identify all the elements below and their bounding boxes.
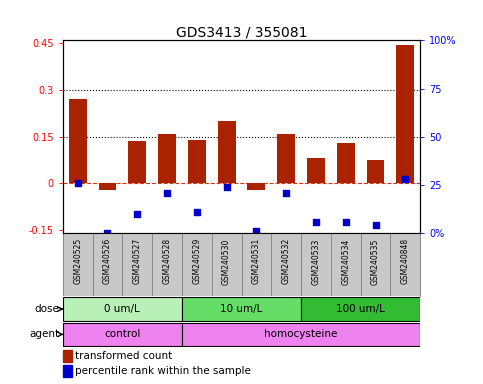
Text: GSM240527: GSM240527: [133, 238, 142, 285]
Text: GSM240526: GSM240526: [103, 238, 112, 285]
Bar: [307, 159, 325, 184]
Bar: [128, 141, 146, 184]
Text: percentile rank within the sample: percentile rank within the sample: [75, 366, 251, 376]
Text: GSM240848: GSM240848: [401, 238, 410, 284]
Text: GSM240535: GSM240535: [371, 238, 380, 285]
Point: [342, 218, 350, 225]
Text: GSM240528: GSM240528: [163, 238, 171, 284]
Text: GSM240533: GSM240533: [312, 238, 320, 285]
Text: homocysteine: homocysteine: [264, 329, 338, 339]
Bar: [397, 45, 414, 184]
Bar: [63, 323, 182, 346]
Text: GSM240529: GSM240529: [192, 238, 201, 285]
Bar: [337, 143, 355, 184]
Bar: [63, 350, 71, 362]
Point: [401, 176, 409, 182]
Point: [282, 190, 290, 196]
Text: 0 um/L: 0 um/L: [104, 304, 140, 314]
Point: [372, 222, 380, 228]
Point: [193, 209, 201, 215]
Bar: [63, 298, 182, 321]
Bar: [158, 134, 176, 184]
Bar: [188, 140, 206, 184]
Bar: [182, 298, 301, 321]
Text: transformed count: transformed count: [75, 351, 172, 361]
Text: GSM240532: GSM240532: [282, 238, 291, 285]
Text: dose: dose: [34, 304, 59, 314]
Text: 10 um/L: 10 um/L: [220, 304, 263, 314]
Text: agent: agent: [29, 329, 59, 339]
Bar: [367, 160, 384, 184]
Text: GSM240534: GSM240534: [341, 238, 350, 285]
Bar: [247, 184, 265, 190]
Point: [253, 228, 260, 234]
Bar: [218, 121, 236, 184]
Text: control: control: [104, 329, 141, 339]
Bar: [69, 99, 86, 184]
Bar: [99, 184, 116, 190]
Point: [163, 190, 171, 196]
Text: GSM240530: GSM240530: [222, 238, 231, 285]
Bar: [63, 365, 71, 377]
Text: GSM240525: GSM240525: [73, 238, 82, 285]
Point: [133, 211, 141, 217]
Point: [104, 230, 112, 236]
Point: [223, 184, 230, 190]
Bar: [182, 323, 420, 346]
Text: GSM240531: GSM240531: [252, 238, 261, 285]
Point: [312, 218, 320, 225]
Point: [74, 180, 82, 186]
Text: 100 um/L: 100 um/L: [336, 304, 385, 314]
Bar: [277, 134, 295, 184]
Bar: [301, 298, 420, 321]
Title: GDS3413 / 355081: GDS3413 / 355081: [176, 25, 307, 39]
